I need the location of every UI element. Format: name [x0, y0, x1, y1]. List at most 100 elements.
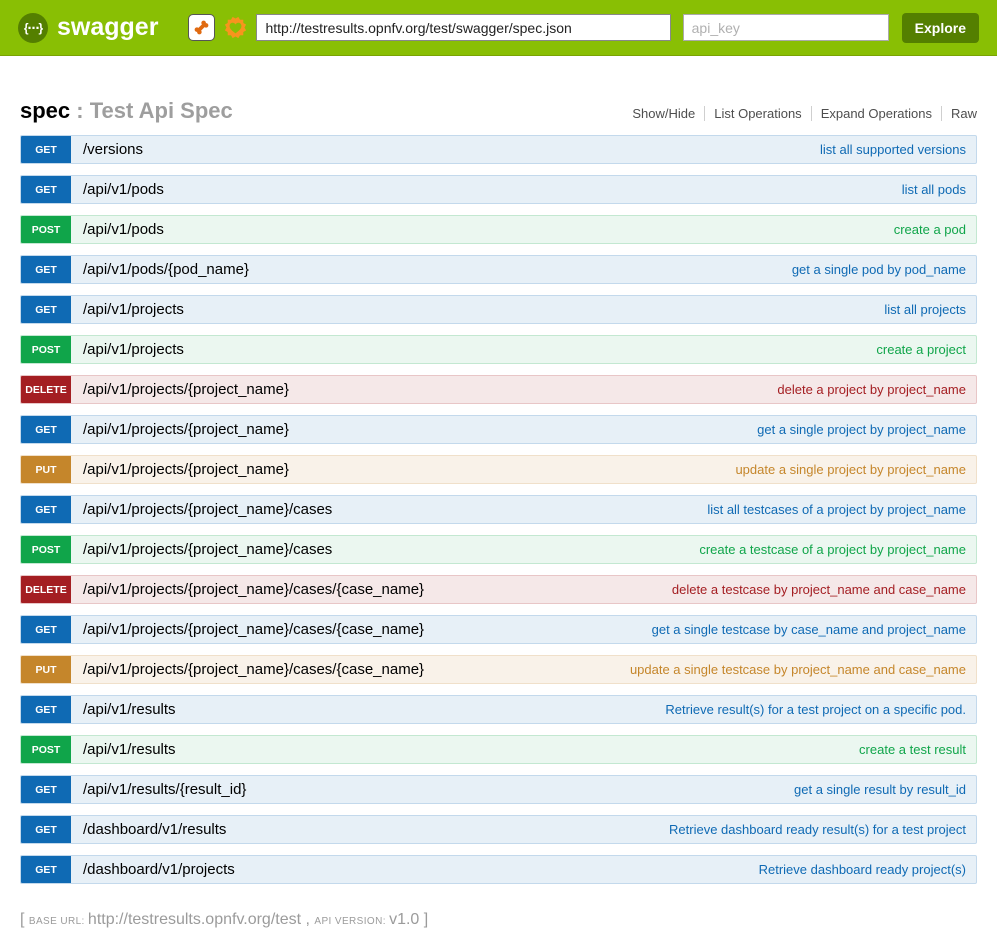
endpoint-summary[interactable]: Retrieve dashboard ready project(s)	[758, 862, 966, 877]
endpoint-summary[interactable]: get a single project by project_name	[757, 422, 966, 437]
raw-link[interactable]: Raw	[940, 106, 977, 121]
endpoint-path[interactable]: /api/v1/results/{result_id}	[83, 781, 247, 798]
endpoint-summary[interactable]: get a single testcase by case_name and p…	[651, 622, 966, 637]
endpoint-path[interactable]: /api/v1/projects/{project_name}/cases/{c…	[83, 661, 425, 678]
endpoint-path[interactable]: /api/v1/projects/{project_name}	[83, 421, 289, 438]
endpoint-row[interactable]: GET /dashboard/v1/projects Retrieve dash…	[20, 855, 977, 884]
endpoint-list: GET /versions list all supported version…	[20, 135, 977, 884]
base-url-value: http://testresults.opnfv.org/test	[87, 911, 302, 928]
expand-operations-link[interactable]: Expand Operations	[810, 106, 941, 121]
http-method-badge[interactable]: POST	[21, 336, 71, 363]
endpoint-path[interactable]: /dashboard/v1/projects	[83, 861, 235, 878]
list-operations-link[interactable]: List Operations	[704, 106, 810, 121]
endpoint-summary[interactable]: list all testcases of a project by proje…	[707, 502, 966, 517]
endpoint-summary[interactable]: get a single pod by pod_name	[791, 262, 966, 277]
endpoint-row[interactable]: GET /api/v1/pods list all pods	[20, 175, 977, 204]
http-method-badge[interactable]: GET	[21, 296, 71, 323]
endpoint-summary[interactable]: update a single project by project_name	[735, 462, 966, 477]
api-description: Test Api Spec	[89, 98, 233, 123]
http-method-badge[interactable]: GET	[21, 176, 71, 203]
endpoint-summary[interactable]: create a project	[876, 342, 966, 357]
swagger-logo[interactable]: {⋯} swagger	[18, 12, 159, 43]
endpoint-path[interactable]: /api/v1/projects/{project_name}/cases	[83, 501, 333, 518]
http-method-badge[interactable]: DELETE	[21, 576, 71, 603]
endpoint-row[interactable]: PUT /api/v1/projects/{project_name}/case…	[20, 655, 977, 684]
endpoint-summary[interactable]: update a single testcase by project_name…	[629, 662, 966, 677]
explore-button[interactable]: Explore	[901, 12, 979, 43]
http-method-badge[interactable]: GET	[21, 776, 71, 803]
endpoint-summary[interactable]: list all supported versions	[820, 142, 966, 157]
http-method-badge[interactable]: GET	[21, 856, 71, 883]
resource-name: spec	[20, 98, 71, 123]
endpoint-path[interactable]: /api/v1/projects/{project_name}/cases/{c…	[83, 621, 425, 638]
http-method-badge[interactable]: GET	[21, 416, 71, 443]
brand-title: swagger	[57, 13, 159, 41]
endpoint-row[interactable]: GET /api/v1/results/{result_id} get a si…	[20, 775, 977, 804]
endpoint-row[interactable]: POST /api/v1/results create a test resul…	[20, 735, 977, 764]
endpoint-path[interactable]: /api/v1/projects/{project_name}	[83, 381, 289, 398]
title-separator: :	[70, 98, 90, 123]
http-method-badge[interactable]: GET	[21, 616, 71, 643]
endpoint-summary[interactable]: delete a testcase by project_name and ca…	[671, 582, 966, 597]
http-method-badge[interactable]: POST	[21, 736, 71, 763]
http-method-badge[interactable]: GET	[21, 696, 71, 723]
bone-icon	[195, 20, 209, 35]
spec-url-input[interactable]	[256, 14, 671, 41]
endpoint-path[interactable]: /api/v1/projects/{project_name}/cases/{c…	[83, 581, 425, 598]
endpoint-summary[interactable]: delete a project by project_name	[777, 382, 966, 397]
endpoint-row[interactable]: DELETE /api/v1/projects/{project_name} d…	[20, 375, 977, 404]
http-method-badge[interactable]: GET	[21, 256, 71, 283]
footer-separator: ,	[301, 911, 315, 928]
endpoint-row[interactable]: GET /api/v1/projects/{project_name} get …	[20, 415, 977, 444]
api-version-value: v1.0	[389, 911, 420, 928]
endpoint-row[interactable]: DELETE /api/v1/projects/{project_name}/c…	[20, 575, 977, 604]
endpoint-summary[interactable]: list all pods	[901, 182, 966, 197]
endpoint-row[interactable]: GET /api/v1/projects list all projects	[20, 295, 977, 324]
endpoint-row[interactable]: POST /api/v1/projects/{project_name}/cas…	[20, 535, 977, 564]
base-url-label: base url:	[28, 916, 88, 927]
endpoint-row[interactable]: GET /api/v1/results Retrieve result(s) f…	[20, 695, 977, 724]
http-method-badge[interactable]: PUT	[21, 656, 71, 683]
page-title: spec : Test Api Spec	[20, 98, 233, 124]
endpoint-path[interactable]: /api/v1/results	[83, 701, 176, 718]
endpoint-summary[interactable]: create a testcase of a project by projec…	[699, 542, 966, 557]
endpoint-path[interactable]: /api/v1/projects/{project_name}/cases	[83, 541, 333, 558]
header-bar: {⋯} swagger Explore	[0, 0, 997, 56]
endpoint-summary[interactable]: Retrieve result(s) for a test project on…	[665, 702, 966, 717]
endpoint-path[interactable]: /api/v1/pods	[83, 181, 164, 198]
http-method-badge[interactable]: GET	[21, 136, 71, 163]
api-header: spec : Test Api Spec Show/Hide List Oper…	[20, 98, 977, 124]
endpoint-row[interactable]: GET /api/v1/pods/{pod_name} get a single…	[20, 255, 977, 284]
endpoint-path[interactable]: /versions	[83, 141, 144, 158]
endpoint-summary[interactable]: create a test result	[859, 742, 966, 757]
http-method-badge[interactable]: GET	[21, 816, 71, 843]
endpoint-row[interactable]: GET /dashboard/v1/results Retrieve dashb…	[20, 815, 977, 844]
http-method-badge[interactable]: POST	[21, 216, 71, 243]
endpoint-summary[interactable]: get a single result by result_id	[794, 782, 966, 797]
endpoint-row[interactable]: GET /api/v1/projects/{project_name}/case…	[20, 495, 977, 524]
bone-icon-button[interactable]	[188, 14, 216, 41]
endpoint-path[interactable]: /api/v1/projects/{project_name}	[83, 461, 289, 478]
http-method-badge[interactable]: DELETE	[21, 376, 71, 403]
endpoint-row[interactable]: PUT /api/v1/projects/{project_name} upda…	[20, 455, 977, 484]
http-method-badge[interactable]: PUT	[21, 456, 71, 483]
endpoint-summary[interactable]: create a pod	[893, 222, 966, 237]
api-key-input[interactable]	[682, 14, 889, 41]
http-method-badge[interactable]: POST	[21, 536, 71, 563]
footer-bracket-open: [	[20, 911, 29, 928]
endpoint-path[interactable]: /dashboard/v1/results	[83, 821, 227, 838]
endpoint-path[interactable]: /api/v1/projects	[83, 341, 184, 358]
endpoint-path[interactable]: /api/v1/pods/{pod_name}	[83, 261, 249, 278]
endpoint-summary[interactable]: Retrieve dashboard ready result(s) for a…	[669, 822, 966, 837]
endpoint-path[interactable]: /api/v1/pods	[83, 221, 164, 238]
endpoint-row[interactable]: GET /versions list all supported version…	[20, 135, 977, 164]
api-version-label: api version:	[314, 916, 390, 927]
endpoint-path[interactable]: /api/v1/results	[83, 741, 176, 758]
endpoint-path[interactable]: /api/v1/projects	[83, 301, 184, 318]
endpoint-row[interactable]: GET /api/v1/projects/{project_name}/case…	[20, 615, 977, 644]
endpoint-summary[interactable]: list all projects	[884, 302, 966, 317]
endpoint-row[interactable]: POST /api/v1/projects create a project	[20, 335, 977, 364]
http-method-badge[interactable]: GET	[21, 496, 71, 523]
endpoint-row[interactable]: POST /api/v1/pods create a pod	[20, 215, 977, 244]
show-hide-link[interactable]: Show/Hide	[632, 106, 696, 121]
